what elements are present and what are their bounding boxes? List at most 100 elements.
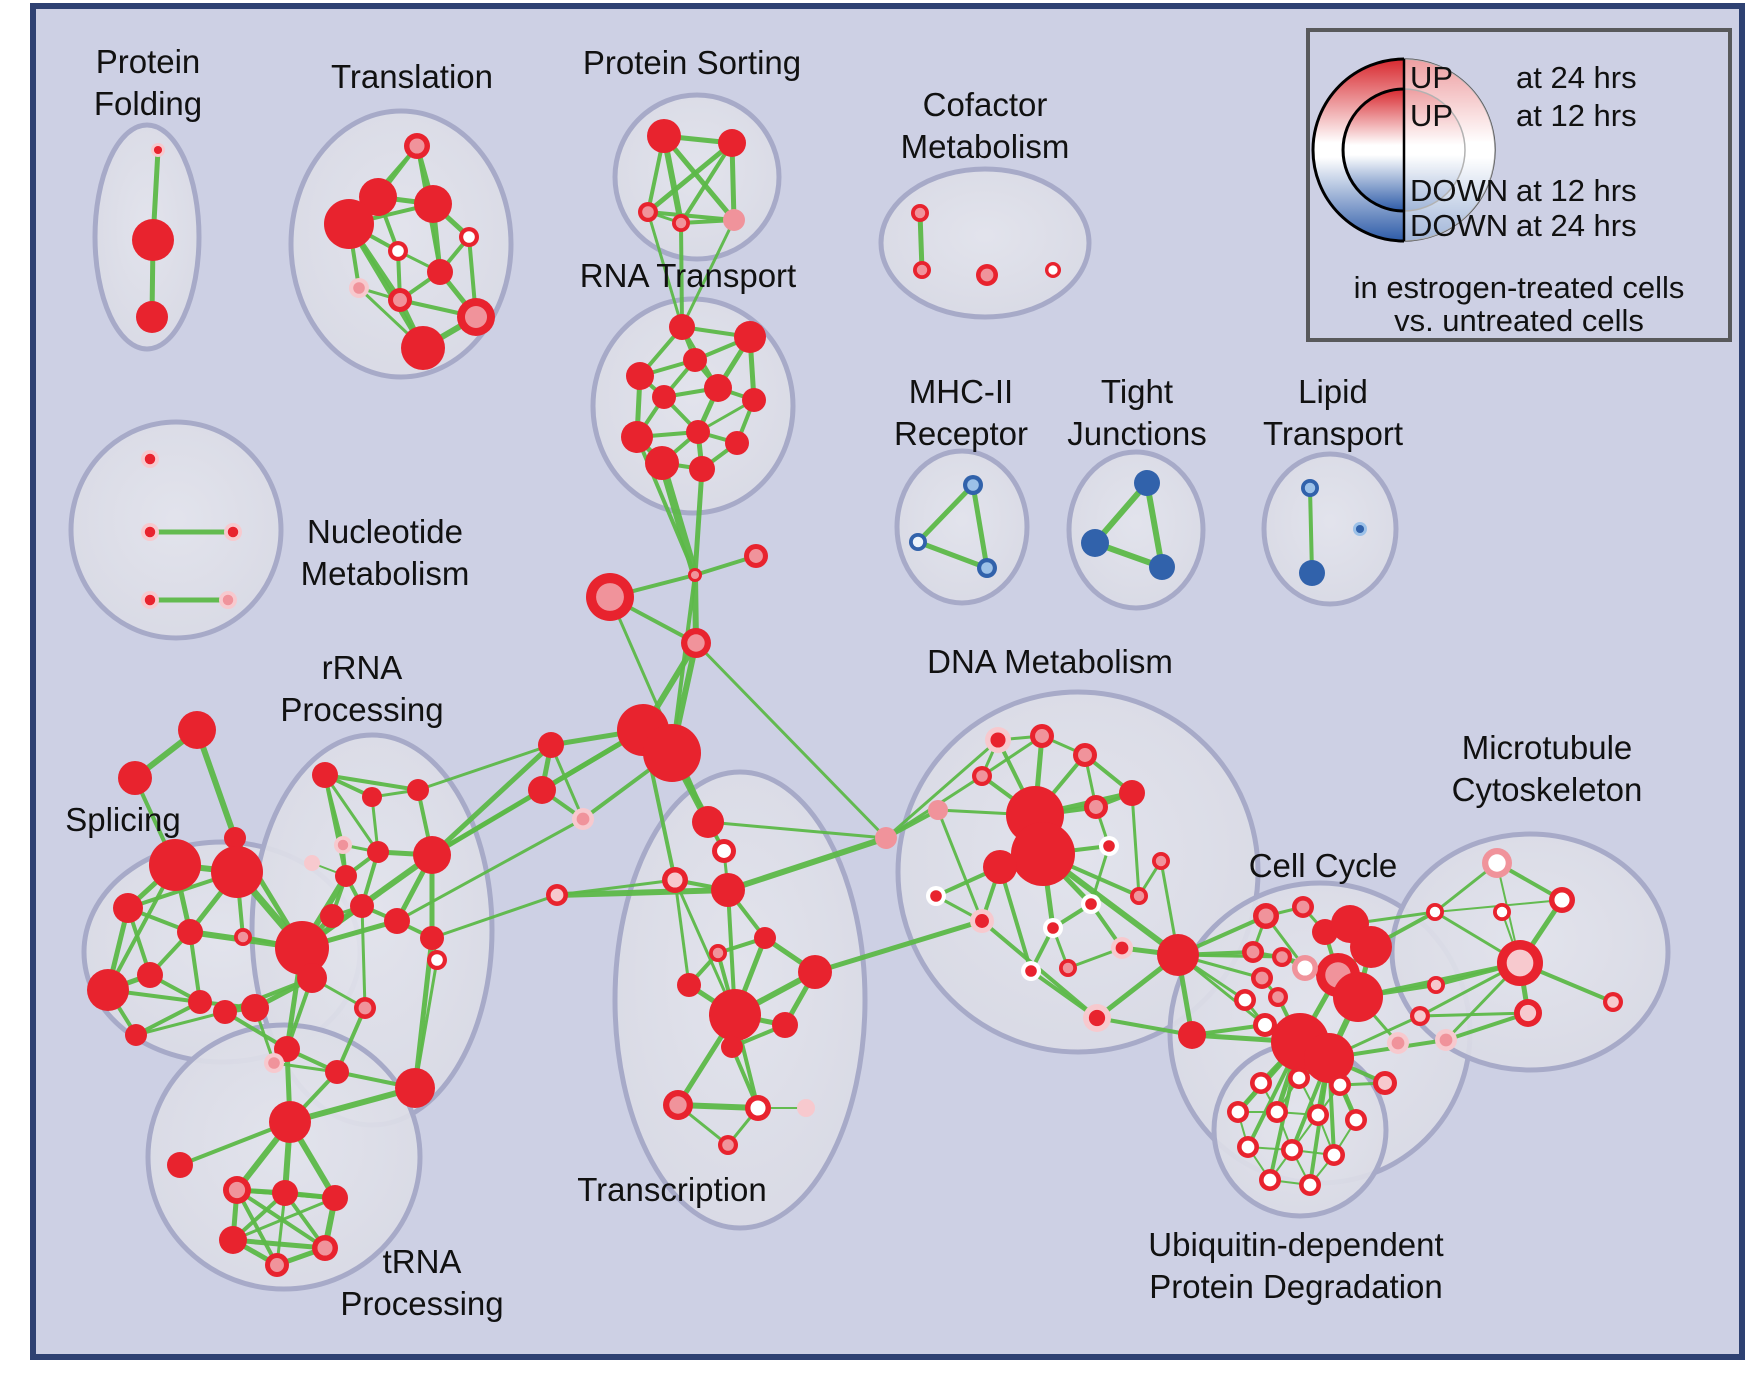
node-d17	[1021, 961, 1041, 981]
node-outer-ring	[528, 776, 556, 804]
node-cf1	[911, 204, 929, 222]
cluster-label-mhc-ii-receptor-line2: Receptor	[894, 415, 1028, 452]
node-m6	[1603, 992, 1623, 1012]
node-inner-core	[722, 1139, 734, 1151]
edge-l1-l3	[549, 743, 585, 821]
node-l3	[572, 808, 594, 830]
node-inner-core	[642, 206, 654, 218]
node-inner-core	[153, 145, 163, 155]
node-r1	[312, 762, 338, 788]
node-inner-core	[980, 268, 994, 282]
cluster-label-protein-folding-line2: Folding	[94, 85, 202, 122]
node-inner-core	[1272, 991, 1284, 1003]
node-d4	[1119, 780, 1145, 806]
node-tr5	[875, 827, 897, 849]
node-outer-ring	[272, 1180, 298, 1206]
node-outer-ring	[312, 762, 338, 788]
node-t7	[742, 388, 766, 412]
node-cf3	[976, 264, 998, 286]
node-ps4	[672, 214, 690, 232]
node-outer-ring	[125, 1024, 147, 1046]
node-outer-ring	[219, 1226, 247, 1254]
node-inner-core	[1115, 941, 1129, 955]
node-outer-ring	[1157, 934, 1199, 976]
node-outer-ring	[1011, 822, 1075, 886]
node-outer-ring	[1119, 780, 1145, 806]
edge-l3-r11	[395, 817, 585, 923]
node-outer-ring	[709, 989, 761, 1041]
node-inner-core	[1085, 898, 1097, 910]
node-n4	[141, 591, 159, 609]
node-st1	[178, 711, 216, 749]
edge-ps4-t1	[679, 221, 684, 329]
node-r11	[384, 908, 410, 934]
node-db2	[1011, 822, 1075, 886]
node-m5	[1514, 999, 1542, 1027]
node-inner-core	[222, 594, 234, 606]
legend-time-3: at 24 hrs	[1516, 208, 1637, 243]
node-inner-core	[930, 890, 942, 902]
node-outer-ring	[928, 800, 948, 820]
node-u4	[1227, 1101, 1249, 1123]
cluster-label-dna-metabolism: DNA Metabolism	[927, 643, 1173, 680]
node-inner-core	[1048, 265, 1058, 275]
node-tr13	[663, 1090, 693, 1120]
edge-ps3-t1	[646, 210, 684, 329]
node-l2	[528, 776, 556, 804]
node-cc11	[1268, 987, 1288, 1007]
node-u6	[1307, 1104, 1329, 1126]
node-u3	[1329, 1074, 1351, 1096]
edge-ps5-t1	[680, 218, 736, 329]
node-outer-ring	[692, 806, 724, 838]
cluster-label-tight-junctions-line1: Tight	[1101, 373, 1173, 410]
node-rn15	[264, 1053, 284, 1073]
node-d10	[1152, 852, 1170, 870]
cluster-label-nucleotide-metabolism-line1: Nucleotide	[307, 513, 463, 550]
node-inner-core	[1439, 1033, 1453, 1047]
node-r3	[362, 787, 382, 807]
node-outer-ring	[725, 431, 749, 455]
node-d14	[1081, 894, 1101, 914]
node-r12	[420, 926, 444, 950]
node-inner-core	[749, 549, 763, 563]
node-tl3	[414, 185, 452, 223]
node-m3	[1493, 903, 1511, 921]
legend-outer-ring-left	[1311, 57, 1405, 243]
node-d19	[1083, 1004, 1111, 1032]
node-tn2	[272, 1180, 298, 1206]
node-u9	[1281, 1139, 1303, 1161]
node-outer-ring	[414, 185, 452, 223]
node-outer-ring	[359, 178, 397, 216]
node-outer-ring	[721, 1036, 743, 1058]
edge-tr10-d12	[812, 918, 985, 975]
node-outer-ring	[704, 374, 732, 402]
node-r9	[320, 904, 344, 928]
node-inner-core	[690, 570, 700, 580]
node-outer-ring	[983, 850, 1017, 884]
node-d6	[928, 800, 948, 820]
node-cc5	[1350, 926, 1392, 968]
node-inner-core	[409, 138, 425, 154]
node-inner-core	[675, 217, 687, 229]
node-cc16	[1387, 1032, 1409, 1054]
edge-tn1-tn6	[235, 1188, 279, 1267]
edge-l1-r8	[429, 742, 554, 858]
node-inner-core	[717, 844, 731, 858]
node-mh3	[977, 558, 997, 578]
node-inner-core	[981, 562, 993, 574]
node-tr2	[712, 839, 736, 863]
node-r10	[350, 894, 374, 918]
node-inner-core	[967, 479, 979, 491]
cluster-label-nucleotide-metabolism-line2: Metabolism	[301, 555, 470, 592]
cluster-label-cofactor-metabolism-line1: Cofactor	[923, 86, 1048, 123]
node-inner-core	[1133, 890, 1145, 902]
node-outer-ring	[395, 1068, 435, 1108]
node-inner-core	[1255, 971, 1269, 985]
node-outer-ring	[224, 827, 246, 849]
node-inner-core	[1414, 1010, 1426, 1022]
node-outer-ring	[797, 1099, 815, 1117]
node-outer-ring	[538, 732, 564, 758]
edge-tn3-tn4	[231, 1196, 337, 1242]
node-inner-core	[1231, 1105, 1245, 1119]
